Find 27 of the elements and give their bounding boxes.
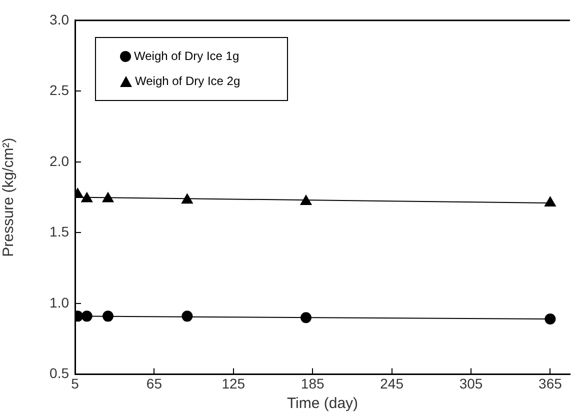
point <box>102 310 114 322</box>
point <box>300 195 312 206</box>
y-tick-label: 2.0 <box>50 152 70 169</box>
x-tick-label: 5 <box>71 375 80 392</box>
point <box>81 310 92 322</box>
x-tick-label: 125 <box>222 375 246 392</box>
legend-label: Weigh of Dry Ice 1g <box>134 48 240 65</box>
x-tick-label: 245 <box>380 375 404 392</box>
point <box>544 314 556 325</box>
point <box>81 192 93 202</box>
x-tick-label: 365 <box>538 375 562 392</box>
y-axis-title: Pressure (kg/cm²) <box>0 138 18 257</box>
point <box>182 310 193 322</box>
x-axis-title: Time (day) <box>286 395 358 412</box>
x-tick-label: 185 <box>300 375 324 392</box>
x-tick-label: 305 <box>459 375 483 392</box>
y-tick-label: 0.5 <box>50 365 70 382</box>
point <box>544 196 556 206</box>
point <box>182 194 193 204</box>
y-tick-label: 1.0 <box>50 294 70 310</box>
point <box>300 312 312 324</box>
x-tick-label: 65 <box>146 375 162 392</box>
legend-label: Weigh of Dry Ice 2g <box>135 73 240 90</box>
y-tick-label: 1.5 <box>50 224 70 240</box>
point <box>102 192 114 202</box>
y-tick-label: 3.0 <box>50 11 70 28</box>
y-tick-label: 2.5 <box>50 82 70 98</box>
